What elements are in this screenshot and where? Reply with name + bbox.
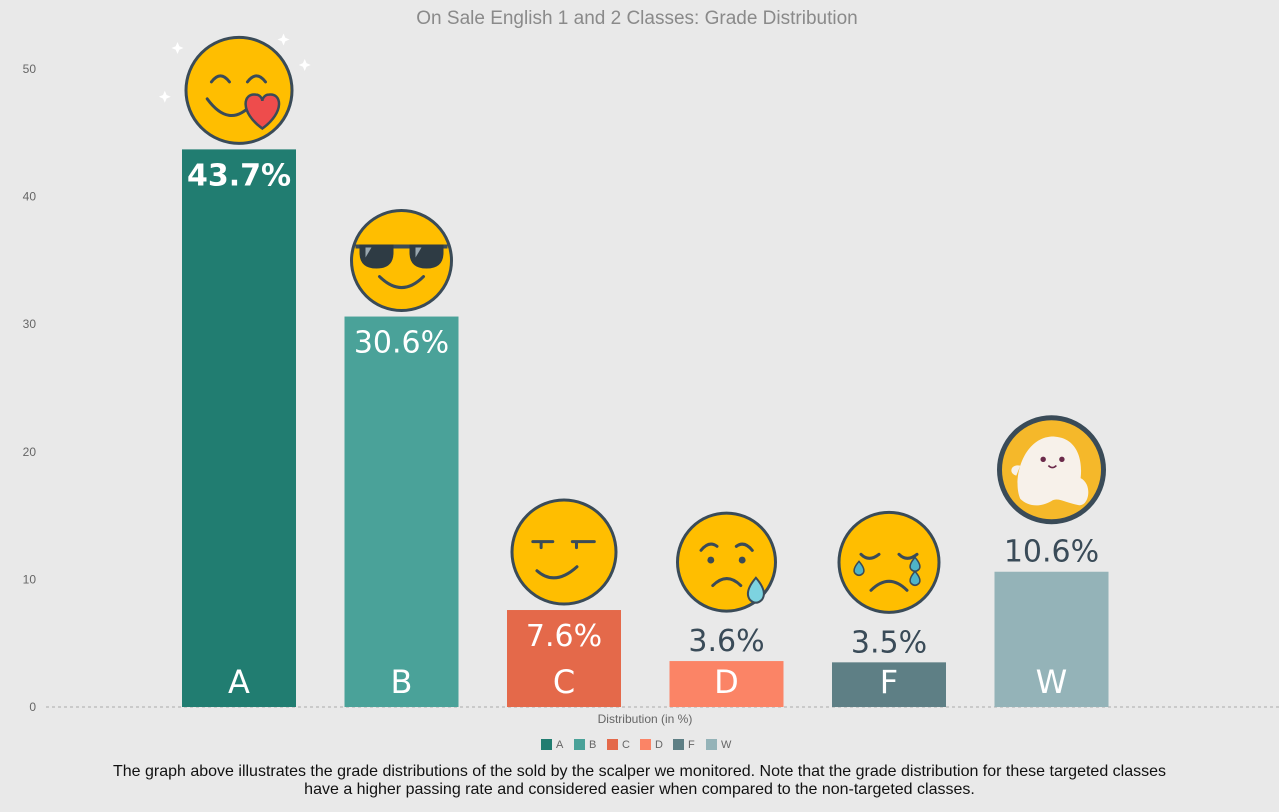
category-label-a: A [228,663,250,701]
legend-label-d: D [655,739,663,751]
legend-swatch-d [640,739,651,750]
value-label-w: 10.6% [1004,535,1099,570]
y-tick-label: 40 [23,190,37,204]
chart-title: On Sale English 1 and 2 Classes: Grade D… [416,8,857,29]
y-axis: 0 10 20 30 40 50 [23,62,37,714]
value-label-f: 3.5% [851,625,927,660]
category-label-w: W [1036,663,1068,701]
legend-label-w: W [721,739,732,751]
legend-swatch-b [574,739,585,750]
y-tick-label: 50 [23,62,37,76]
value-label-d: 3.6% [688,624,764,659]
chart: On Sale English 1 and 2 Classes: Grade D… [23,8,1279,751]
bar-a [182,149,296,707]
category-label-b: B [391,663,413,701]
y-tick-label: 0 [29,700,36,714]
legend-swatch-w [706,739,717,750]
value-label-b: 30.6% [354,326,449,361]
sunglasses-emoji-icon [350,209,453,313]
category-label-c: C [553,663,575,701]
legend-label-f: F [688,739,695,751]
value-label-a: 43.7% [187,158,291,193]
x-axis-label: Distribution (in %) [598,712,693,726]
legend-label-a: A [556,739,564,751]
legend-swatch-a [541,739,552,750]
worried-emoji-icon [676,511,777,613]
bar-c [507,610,621,707]
y-tick-label: 20 [23,445,37,459]
value-label-c: 7.6% [526,619,602,654]
bars: 43.7% A 30.6% B 7.6% C 3.6% D 3.5%F 10.6% W [158,33,1109,707]
crying-emoji-icon [837,510,941,614]
category-label-f: F [880,663,898,701]
y-tick-label: 10 [23,572,37,586]
caption: The graph above illustrates the grade di… [112,763,1167,798]
bar-d [669,661,784,707]
smirk-emoji-icon [510,498,618,606]
y-tick-label: 30 [23,317,37,331]
legend-label-b: B [589,739,596,751]
bar-f [832,662,946,707]
legend-swatch-f [673,739,684,750]
bar-b [344,316,459,707]
kiss-heart-emoji-icon [158,33,311,145]
bar-w [994,571,1109,707]
ghost-emoji-icon [997,415,1106,525]
category-label-d: D [714,663,739,701]
legend-label-c: C [622,739,630,751]
legend-swatch-c [607,739,618,750]
